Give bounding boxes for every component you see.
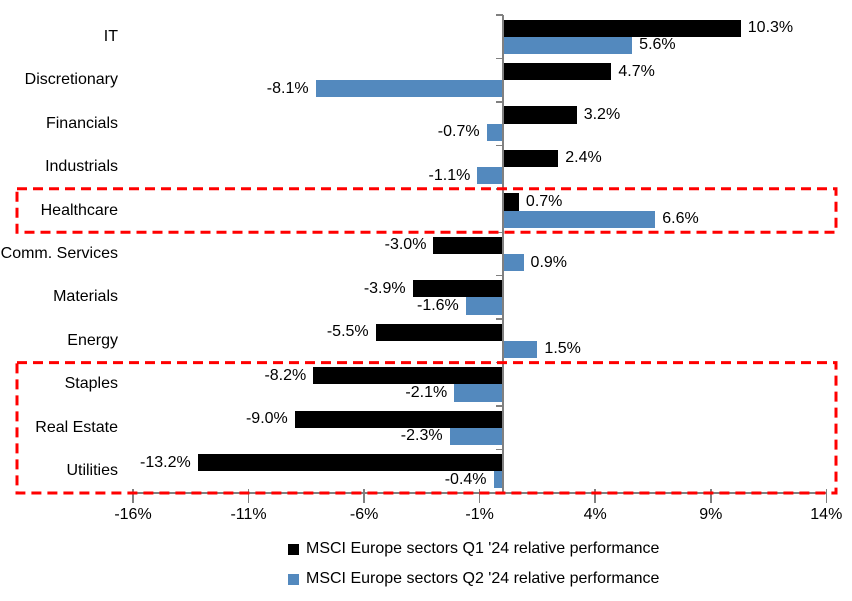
bar-q1	[313, 367, 503, 385]
x-tick-label: -6%	[349, 506, 379, 523]
data-label: 10.3%	[747, 19, 794, 37]
category-label: Energy	[67, 331, 118, 349]
x-axis-tick	[710, 489, 712, 503]
bar-q2	[315, 80, 503, 98]
x-axis-tick	[363, 489, 365, 503]
x-tick-label: 14%	[810, 506, 843, 523]
x-tick-label: -1%	[465, 506, 494, 523]
bar-q1	[502, 149, 559, 168]
x-tick-label: 4%	[583, 506, 607, 523]
legend-label-q2: MSCI Europe sectors Q2 '24 relative perf…	[306, 570, 660, 587]
bar-q1	[294, 410, 503, 428]
data-label: 6.6%	[662, 210, 699, 228]
category-label: IT	[103, 27, 118, 45]
data-label: 1.5%	[544, 340, 581, 358]
bar-q2	[477, 167, 503, 185]
y-axis-tick	[495, 188, 503, 190]
y-axis-tick	[495, 361, 503, 364]
data-label: -5.5%	[326, 323, 369, 341]
category-label: Real Estate	[35, 418, 118, 436]
y-axis-tick	[495, 57, 503, 60]
y-axis-tick	[495, 101, 503, 103]
bar-q1	[502, 19, 741, 37]
bar-q1	[412, 280, 503, 298]
y-axis-line	[502, 15, 504, 493]
x-axis-tick	[825, 489, 828, 503]
data-label: 0.7%	[525, 192, 563, 210]
bar-q2	[465, 297, 503, 315]
bar-q2	[454, 384, 503, 402]
bar-q1	[433, 236, 503, 254]
legend: MSCI Europe sectors Q1 '24 relative perf…	[288, 539, 659, 599]
data-label: -8.2%	[264, 366, 307, 384]
category-label: Materials	[53, 288, 118, 306]
bar-q2	[502, 253, 524, 272]
data-label: -2.1%	[405, 383, 448, 401]
y-axis-tick	[495, 231, 503, 234]
data-label: 2.4%	[565, 149, 602, 167]
category-label: Staples	[64, 375, 118, 393]
x-axis-tick	[247, 489, 250, 503]
data-label: -3.0%	[384, 236, 427, 254]
category-label: Comm. Services	[0, 244, 118, 262]
y-axis-tick	[495, 144, 503, 147]
bar-q1	[502, 62, 612, 81]
legend-item-q2: MSCI Europe sectors Q2 '24 relative perf…	[288, 569, 659, 589]
data-label: -1.1%	[428, 166, 471, 184]
highlight-box	[15, 187, 838, 234]
data-label: -9.0%	[245, 410, 288, 428]
data-label: 4.7%	[618, 62, 655, 80]
data-label: 0.9%	[530, 253, 568, 271]
x-tick-label: 9%	[699, 506, 723, 523]
x-tick-label: -16%	[114, 506, 152, 523]
y-axis-tick	[495, 448, 503, 451]
data-label: -1.6%	[416, 297, 459, 315]
data-label: -13.2%	[140, 453, 191, 471]
category-label: Discretionary	[24, 71, 118, 89]
legend-item-q1: MSCI Europe sectors Q1 '24 relative perf…	[288, 539, 659, 559]
bar-q1	[502, 193, 519, 211]
bar-q1	[197, 454, 503, 472]
data-label: 5.6%	[639, 36, 676, 54]
bar-q2	[502, 340, 538, 359]
q1-series-swatch-icon	[288, 543, 299, 555]
category-label: Utilities	[66, 462, 118, 480]
category-label: Industrials	[45, 158, 118, 176]
legend-label-q1: MSCI Europe sectors Q1 '24 relative perf…	[306, 540, 660, 557]
y-axis-tick	[495, 492, 503, 494]
data-label: -2.3%	[400, 427, 443, 445]
data-label: -8.1%	[266, 79, 309, 97]
bar-q2	[502, 210, 656, 228]
category-label: Financials	[45, 114, 118, 132]
bar-q2	[486, 123, 503, 141]
bar-q2	[502, 36, 633, 54]
y-axis-tick	[495, 14, 503, 16]
x-tick-label: -11%	[230, 506, 267, 523]
y-axis-tick	[495, 405, 503, 407]
bar-q2	[449, 427, 503, 445]
y-axis-tick	[495, 274, 503, 277]
data-label: -0.4%	[444, 470, 487, 488]
x-axis-tick	[478, 489, 481, 503]
data-label: -3.9%	[363, 279, 406, 297]
y-axis-tick	[495, 318, 503, 320]
q2-series-swatch-icon	[288, 573, 299, 585]
data-label: 3.2%	[583, 106, 621, 123]
category-label: Healthcare	[40, 201, 118, 219]
bar-q1	[502, 106, 577, 124]
bar-q1	[375, 323, 503, 341]
x-axis-tick	[132, 489, 134, 503]
data-label: -0.7%	[437, 123, 480, 141]
x-axis-tick	[594, 489, 596, 503]
